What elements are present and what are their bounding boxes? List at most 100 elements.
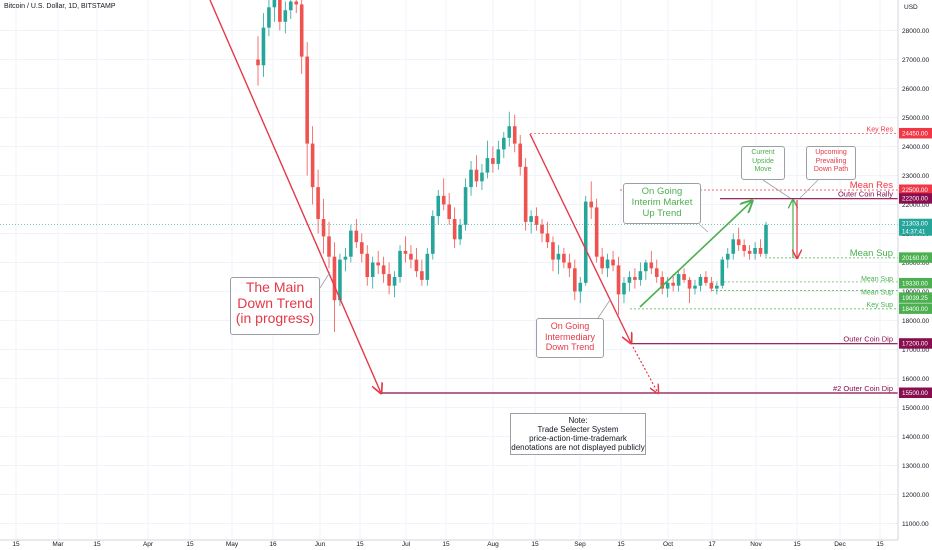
level-label: Key Res — [867, 126, 894, 133]
price-tick-label: 28000.00 — [902, 28, 929, 35]
time-tick-label: 15 — [93, 541, 101, 548]
candle-body — [578, 282, 583, 292]
candle-body — [502, 137, 506, 150]
level-label: Mean Res — [850, 180, 894, 191]
price-tag-bg — [899, 338, 932, 349]
candle-body — [480, 172, 484, 182]
candle-body — [583, 201, 588, 283]
candle-body — [294, 1, 299, 5]
time-tick-label: Nov — [750, 541, 762, 548]
candle-body — [447, 204, 451, 219]
level-label: Mean Sup — [861, 289, 893, 296]
price-tag-label: 19039.25 — [902, 295, 928, 302]
down-path-callout-line: Prevailing — [815, 157, 847, 165]
interim-trend-callout-line: Interim Market — [631, 197, 693, 208]
price-tick-label: 11000.00 — [902, 521, 929, 528]
candle-body — [354, 230, 359, 243]
candle-body — [370, 262, 375, 277]
candle-body — [332, 256, 337, 301]
candle-body — [409, 253, 413, 260]
time-tick-label: 15 — [356, 541, 364, 548]
callout-pointer — [762, 179, 791, 199]
candle-body — [485, 158, 490, 173]
candle-body — [573, 268, 577, 292]
time-tick-label: 15 — [876, 541, 884, 548]
price-tick-label: 24000.00 — [902, 144, 929, 151]
price-tag-label: 19330.00 — [902, 280, 928, 287]
main-trend-callout-line: Down Trend — [237, 294, 313, 311]
time-tick-label: 15 — [442, 541, 450, 548]
candle-body — [507, 126, 512, 138]
candle-body — [436, 195, 441, 217]
price-tag-bg — [899, 292, 932, 303]
main-trend-callout-line: The Main — [245, 279, 305, 295]
note-box: Note: Trade Selecter System price-action… — [510, 413, 646, 455]
price-tick-label: 27000.00 — [902, 57, 929, 64]
time-tick-label: 15 — [531, 541, 539, 548]
candle-body — [633, 277, 637, 280]
callout-pointer — [799, 179, 819, 199]
candle-body — [316, 187, 320, 219]
time-tick-label: 17 — [708, 541, 716, 548]
candle-body — [611, 259, 615, 266]
candle-body — [589, 201, 594, 208]
intermediary-trend-callout-line: Down Trend — [545, 342, 595, 352]
upside-move-callout-line: Move — [754, 166, 772, 173]
candle-body — [665, 282, 670, 289]
price-tag-label: 20160.00 — [902, 255, 928, 262]
chart-grid — [0, 0, 898, 540]
candle-body — [343, 256, 348, 260]
time-tick-label: 15 — [617, 541, 625, 548]
candle-body — [551, 242, 555, 260]
candle-body — [283, 10, 288, 22]
candle-body — [420, 271, 424, 280]
time-tick-label: Mar — [52, 541, 64, 548]
candle-body — [671, 282, 675, 286]
upside-move-callout-line: Current — [751, 149, 775, 156]
candle-body — [556, 253, 561, 260]
price-tick-label: 26000.00 — [902, 86, 929, 93]
note-line: price-action-time-trademark — [529, 434, 627, 443]
candle-body — [272, 0, 277, 8]
note-line: denotations are not displayed publicly — [511, 443, 645, 452]
price-tick-label: 13000.00 — [902, 463, 929, 470]
price-tag-label: 18400.00 — [902, 306, 928, 313]
candle-body — [747, 250, 752, 254]
last-price-value: 21303.00 — [902, 221, 928, 228]
candle-body — [715, 285, 719, 289]
intermediary-downtrend-arrow — [529, 133, 631, 343]
price-tag-bg — [899, 277, 932, 289]
time-tick-label: Oct — [663, 541, 673, 548]
candle-body — [627, 277, 632, 283]
candle-body — [600, 256, 604, 269]
candle-body — [764, 224, 768, 254]
level-label: Outer Coin Rally — [838, 190, 893, 199]
interim-uptrend-arrow — [639, 201, 752, 308]
symbol-title: Bitcoin / U.S. Dollar, 1D, BITSTAMP — [4, 3, 116, 10]
candle-body — [256, 59, 260, 66]
candle-body — [529, 216, 533, 222]
candle-body — [491, 158, 495, 164]
upside-move-callout-line: Upside — [752, 157, 774, 165]
candle-body — [441, 195, 446, 205]
price-axis[interactable]: 28000.00 27000.00 26000.00 25000.00 24000.00… — [897, 0, 932, 540]
candle-body — [518, 143, 522, 167]
candle-body — [622, 282, 626, 295]
candle-body — [644, 262, 648, 272]
candle-body — [512, 126, 517, 144]
time-tick-label: Sep — [574, 541, 586, 548]
candle-body — [736, 239, 741, 246]
candle-body — [458, 224, 462, 240]
candle-body — [654, 268, 659, 277]
candle-body — [720, 259, 725, 286]
candle-body — [321, 219, 326, 237]
time-axis[interactable]: 15 Mar 15 Apr 15 May 16 Jun 15 Jul 15 Aug 15 Sep 15 Oct… — [0, 539, 898, 548]
level-label: Key Sup — [867, 302, 894, 309]
price-tick-label: 16000.00 — [902, 376, 929, 383]
price-tick-label: 15000.00 — [902, 405, 929, 412]
candle-body — [567, 262, 572, 269]
interim-trend-callout-line: Up Trend — [642, 208, 682, 219]
candle-body — [430, 216, 435, 254]
candle-body — [545, 233, 550, 243]
